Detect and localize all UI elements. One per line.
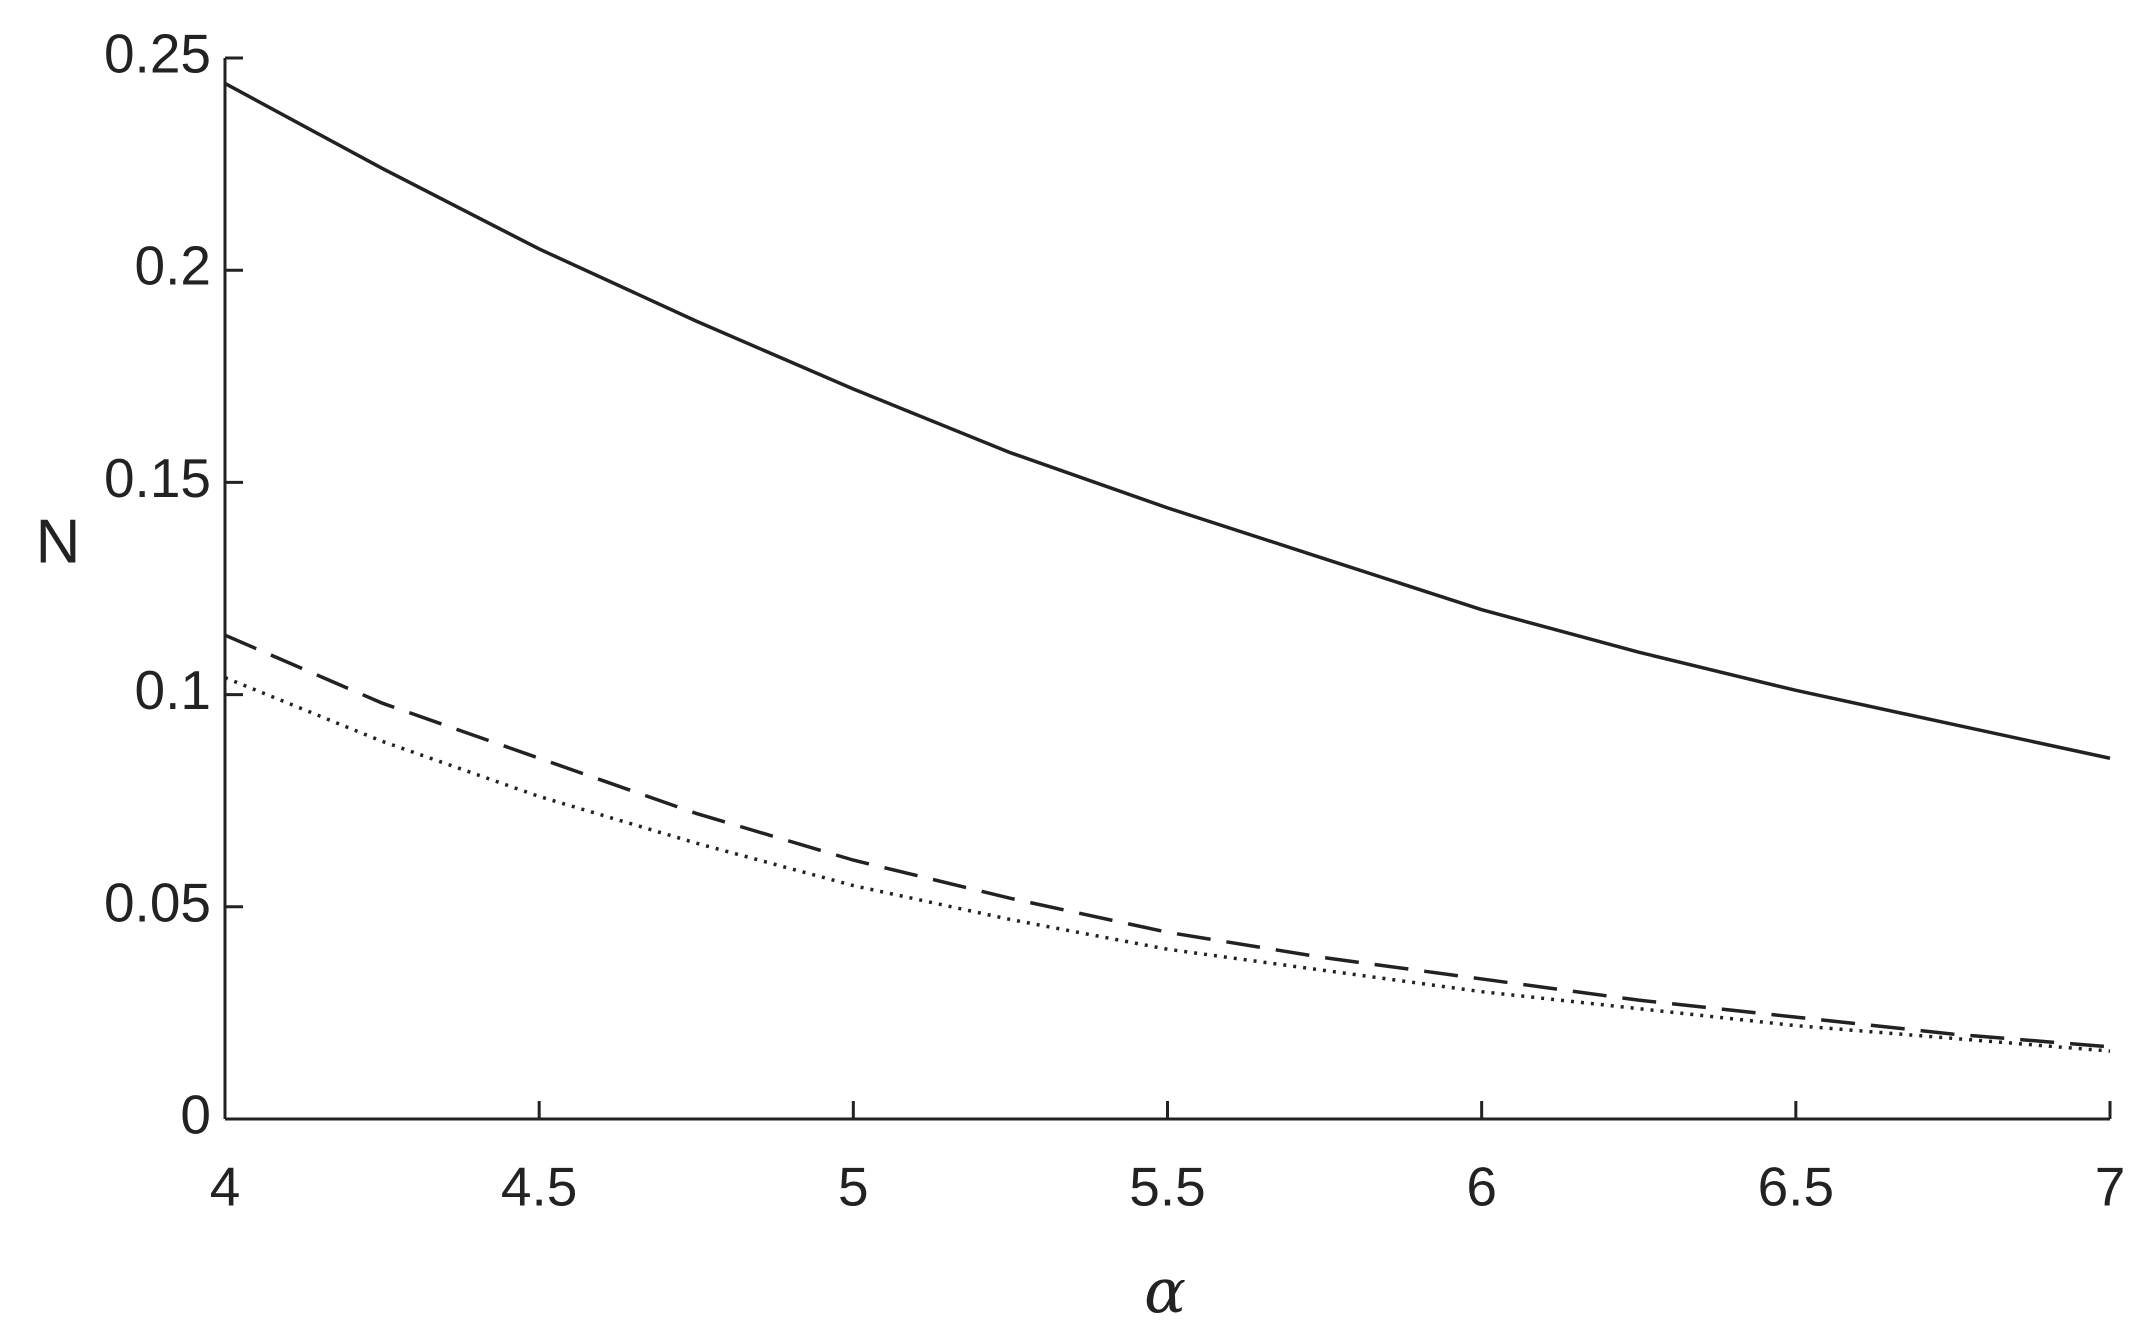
x-tick-label: 4.5 xyxy=(501,1156,577,1218)
x-tick-label: 5 xyxy=(838,1156,869,1218)
y-tick-label: 0.2 xyxy=(135,235,211,297)
x-tick-label: 6.5 xyxy=(1758,1156,1834,1218)
series-line xyxy=(224,633,2111,1049)
y-tick-label: 0.25 xyxy=(104,23,211,85)
y-tick-label: 0.05 xyxy=(104,871,211,933)
x-axis-label: α xyxy=(1144,1254,1186,1322)
series-line xyxy=(224,81,2111,760)
y-tick-label: 0.1 xyxy=(135,659,211,721)
y-tick-label: 0.15 xyxy=(104,447,211,509)
x-tick-label: 7 xyxy=(2095,1156,2126,1218)
x-tick-label: 4 xyxy=(210,1156,241,1218)
y-tick-label: 0 xyxy=(180,1084,211,1146)
series-line xyxy=(224,676,2111,1053)
x-tick-label: 5.5 xyxy=(1129,1156,1205,1218)
x-tick-label: 6 xyxy=(1466,1156,1497,1218)
y-axis-label: N xyxy=(36,507,81,576)
